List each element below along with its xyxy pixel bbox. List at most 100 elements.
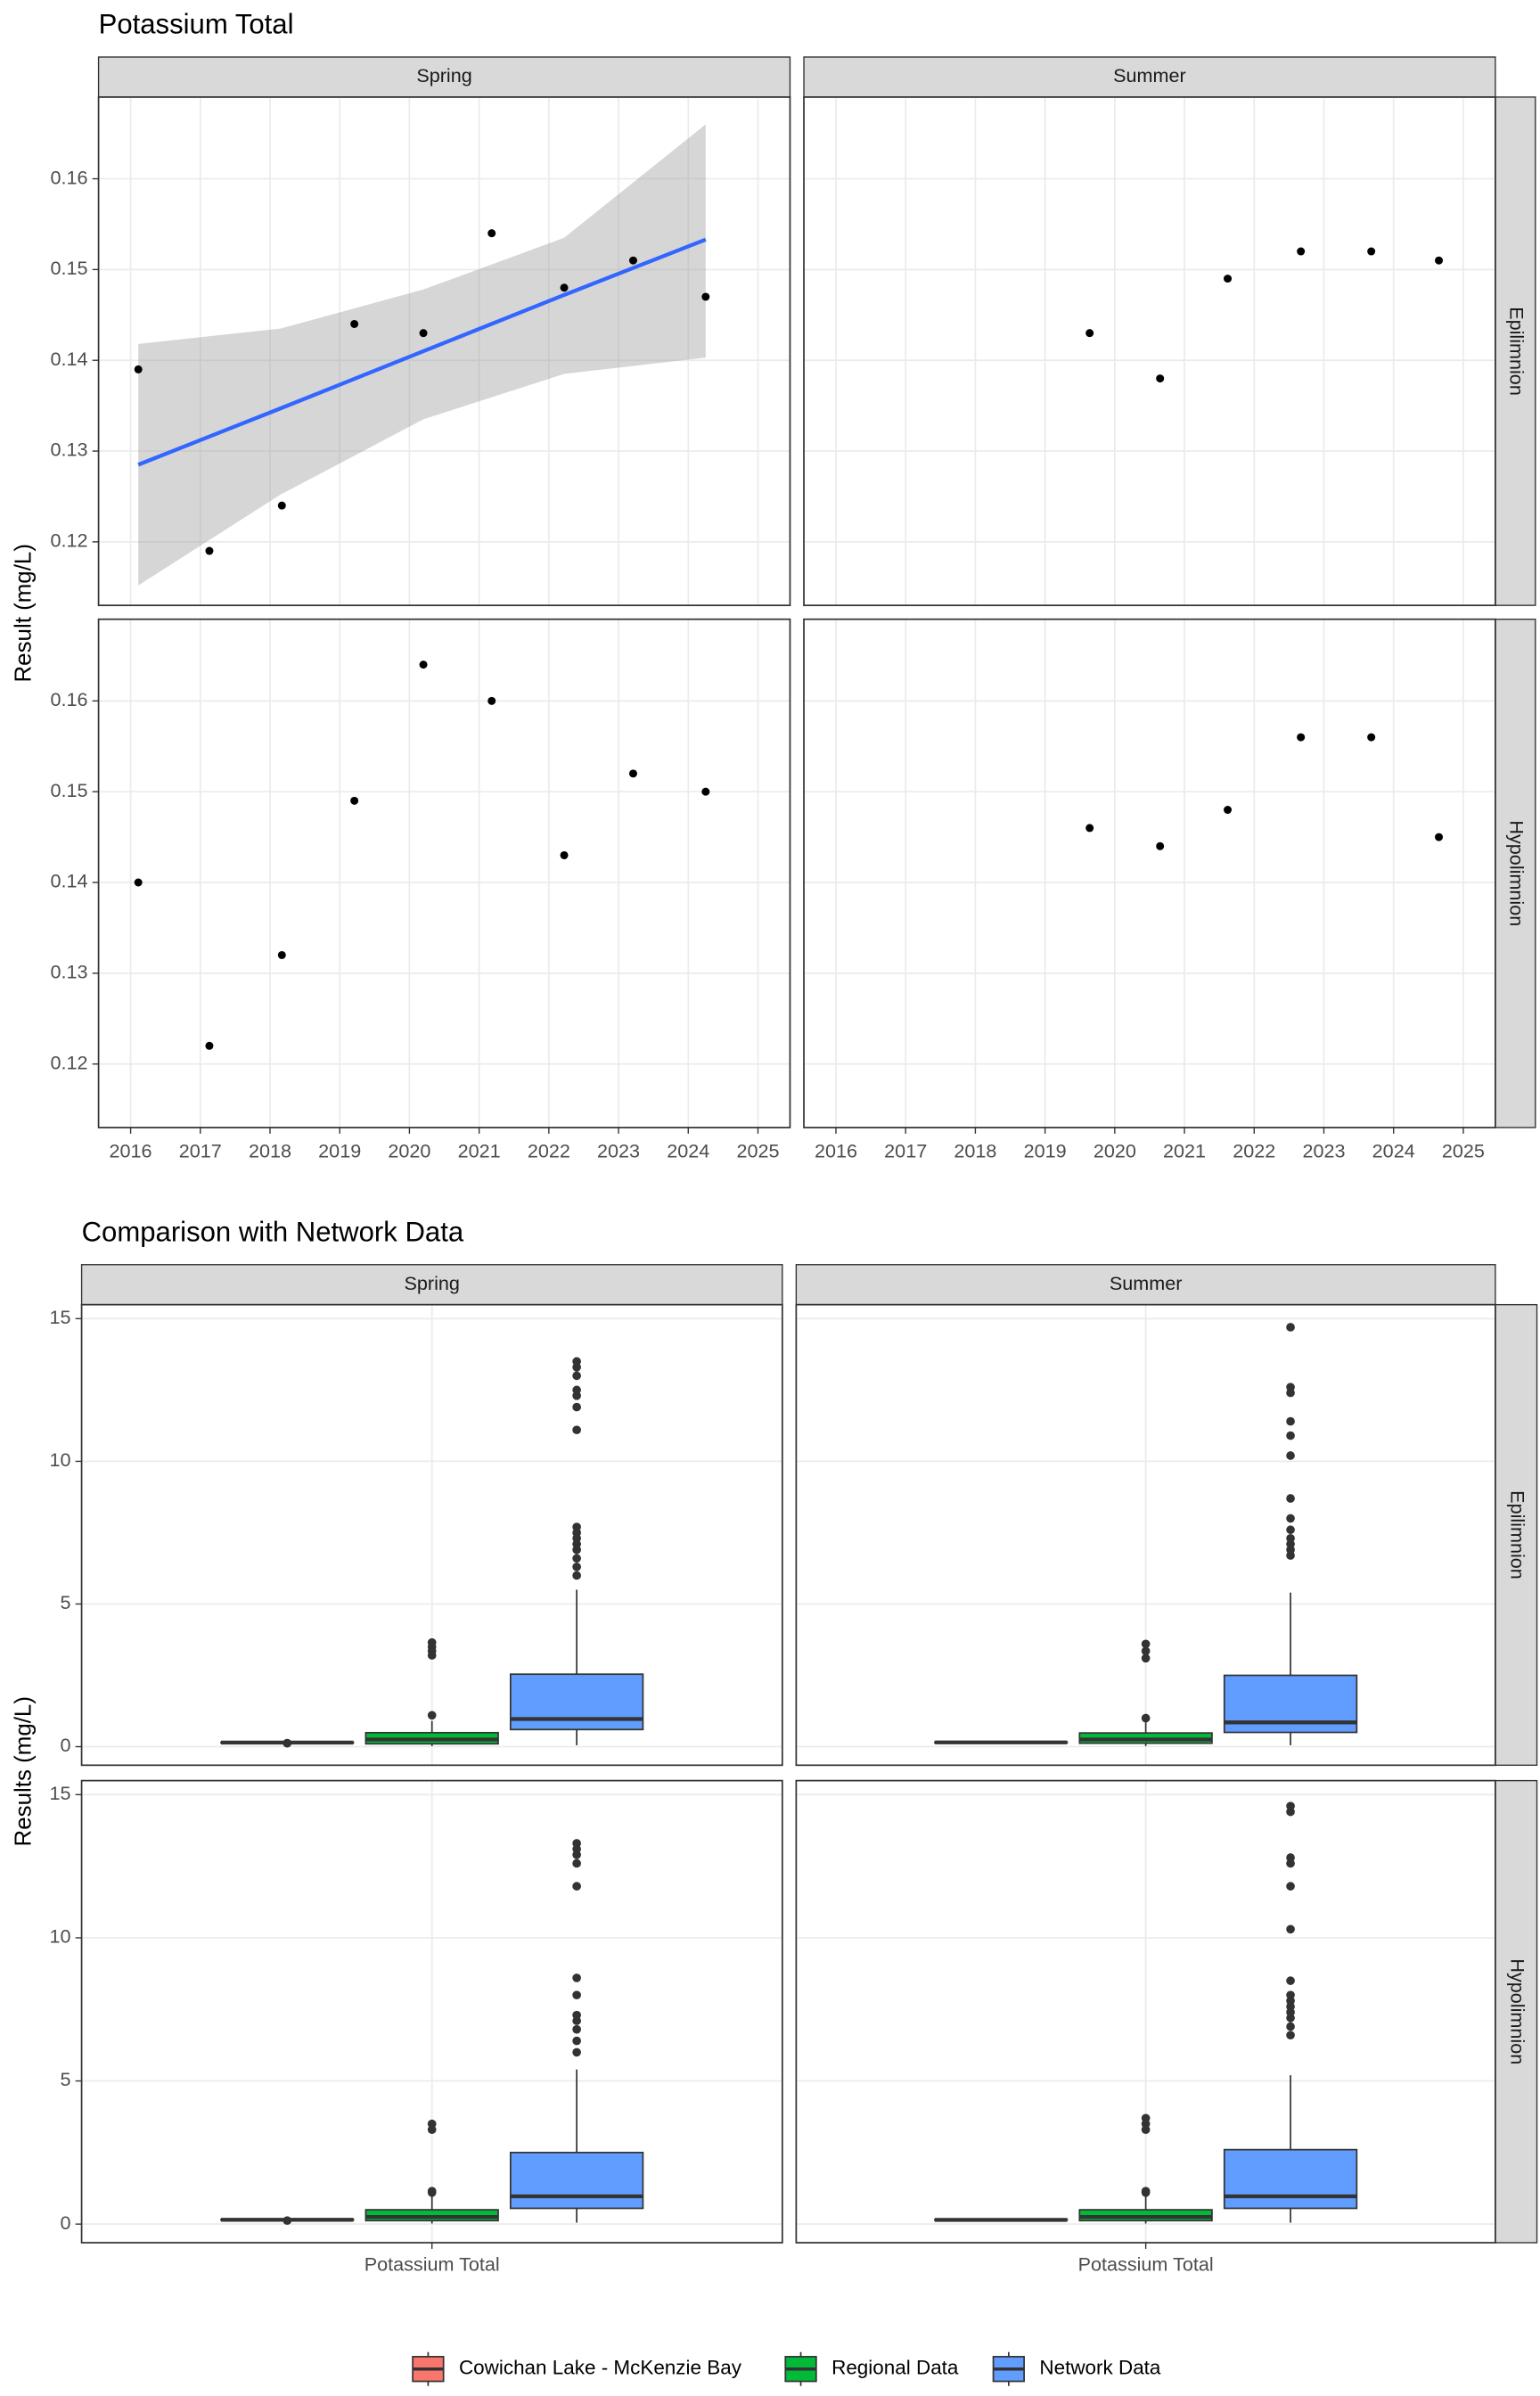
outlier <box>572 2024 581 2034</box>
strip-label: Epilimnion <box>1507 1490 1529 1580</box>
x-tick-label: 2017 <box>884 1139 927 1161</box>
point <box>628 256 637 265</box>
point <box>350 796 359 805</box>
outlier <box>572 1839 581 1848</box>
point <box>1085 329 1094 338</box>
y-tick-label: 0.15 <box>50 779 87 801</box>
outlier <box>572 1554 581 1563</box>
y-tick-label: 0.15 <box>50 257 87 279</box>
outlier <box>1286 1976 1295 1985</box>
point <box>628 769 637 778</box>
x-tick-label: 2021 <box>458 1139 501 1161</box>
strip-label: Summer <box>1113 64 1186 86</box>
outlier <box>572 2047 581 2057</box>
panel-border <box>80 1303 783 1767</box>
panel-border <box>97 96 791 607</box>
outlier <box>1286 1853 1295 1862</box>
point <box>1297 733 1306 742</box>
outlier <box>1141 1646 1151 1656</box>
outlier <box>572 1357 581 1366</box>
outlier <box>572 1522 581 1531</box>
point <box>134 878 143 887</box>
y-tick-label: 0.16 <box>50 688 87 710</box>
y-axis-title: Result (mg/L) <box>11 544 36 682</box>
point <box>1156 374 1165 383</box>
outlier <box>572 2010 581 2020</box>
outlier <box>1286 1801 1295 1811</box>
y-tick-label: 5 <box>60 1591 70 1613</box>
point <box>1224 806 1233 815</box>
y-tick-label: 10 <box>49 1925 70 1948</box>
panel-border <box>803 96 1496 607</box>
point <box>350 319 359 328</box>
outlier <box>572 1571 581 1580</box>
outlier <box>1286 1882 1295 1891</box>
y-tick-label: 10 <box>49 1448 70 1471</box>
outlier <box>1286 1525 1295 1535</box>
point <box>1085 824 1094 833</box>
outlier <box>1141 2187 1151 2196</box>
x-tick-label: 2021 <box>1163 1139 1206 1161</box>
outlier <box>283 2216 292 2226</box>
point <box>1297 247 1306 256</box>
outlier <box>1286 1383 1295 1392</box>
outlier <box>572 1973 581 1982</box>
outlier <box>572 1990 581 2000</box>
y-tick-label: 0 <box>60 2211 70 2234</box>
outlier <box>572 1859 581 1868</box>
y-tick-label: 0.14 <box>50 870 87 892</box>
strip <box>1495 96 1536 606</box>
y-tick-label: 0.16 <box>50 166 87 188</box>
outlier <box>1286 1494 1295 1503</box>
outlier <box>1286 1416 1295 1426</box>
outlier <box>1286 1990 1295 2000</box>
point <box>419 661 428 669</box>
point <box>205 546 214 555</box>
outlier <box>1286 1451 1295 1460</box>
outlier <box>1286 1514 1295 1523</box>
x-tick-label: 2025 <box>736 1139 779 1161</box>
x-tick-label: 2017 <box>179 1139 222 1161</box>
chart-title: Comparison with Network Data <box>82 1216 464 1247</box>
strip-label: Summer <box>1110 1272 1183 1294</box>
y-tick-label: 0.13 <box>50 961 87 983</box>
y-tick-label: 0.14 <box>50 348 87 370</box>
strip-label: Hypolimnion <box>1506 820 1528 926</box>
y-tick-label: 0 <box>60 1734 70 1756</box>
point <box>1435 833 1444 841</box>
outlier <box>427 1711 437 1720</box>
outlier <box>283 1738 292 1748</box>
strip <box>97 56 791 98</box>
x-tick-label: 2016 <box>815 1139 857 1161</box>
outlier <box>1286 2031 1295 2039</box>
outlier <box>1141 1653 1151 1663</box>
x-tick-label: 2025 <box>1442 1139 1485 1161</box>
x-tick-label: 2018 <box>954 1139 996 1161</box>
strip-label: Spring <box>404 1272 459 1294</box>
x-tick-label: Potassium Total <box>1078 2253 1214 2276</box>
outlier <box>427 2187 437 2196</box>
point <box>419 329 428 338</box>
strip <box>80 1264 783 1306</box>
strip-label: Epilimnion <box>1506 307 1528 396</box>
chart-title: Potassium Total <box>99 9 294 40</box>
outlier <box>427 1637 437 1647</box>
strip <box>795 1264 1496 1306</box>
point <box>277 501 286 510</box>
x-tick-label: 2023 <box>1302 1139 1345 1161</box>
outlier <box>1286 2022 1295 2031</box>
panel-border <box>795 1779 1496 2244</box>
strip-label: Hypolimnion <box>1507 1958 1529 2064</box>
point <box>560 850 569 859</box>
outlier <box>427 2119 437 2129</box>
x-tick-label: 2023 <box>597 1139 640 1161</box>
point <box>487 229 496 238</box>
panel-border <box>97 618 791 1128</box>
confidence-band <box>138 124 706 586</box>
outlier <box>1286 1924 1295 1934</box>
x-tick-label: 2024 <box>667 1139 709 1161</box>
strip <box>1495 619 1536 1128</box>
outlier <box>1286 1534 1295 1543</box>
